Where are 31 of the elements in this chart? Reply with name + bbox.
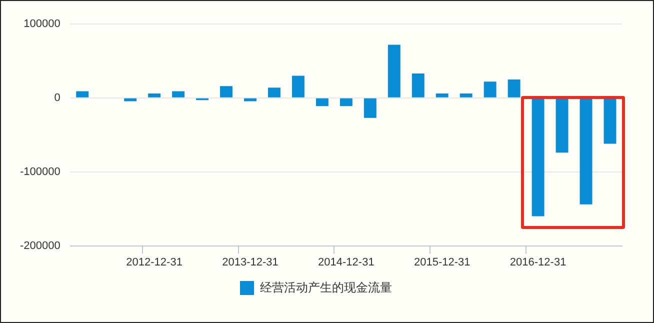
bar	[388, 44, 400, 98]
bar	[76, 91, 89, 98]
x-tick-label: 2013-12-31	[222, 256, 278, 268]
x-tick-label: 2012-12-31	[126, 256, 182, 268]
y-tick-label: -200000	[20, 240, 60, 252]
bar	[580, 98, 592, 204]
bar	[556, 98, 568, 153]
bar	[604, 98, 616, 144]
bar	[292, 76, 304, 98]
bar	[316, 98, 328, 106]
bar	[508, 79, 520, 98]
x-tick-label: 2016-12-31	[510, 256, 566, 268]
x-tick-label: 2015-12-31	[414, 256, 470, 268]
bar	[340, 98, 352, 106]
bar	[412, 74, 424, 98]
y-tick-label: 100000	[24, 18, 60, 30]
bar	[532, 98, 544, 216]
bar	[244, 98, 256, 102]
bar	[148, 94, 161, 98]
y-tick-label: 0	[54, 92, 60, 104]
x-tick-label: 2014-12-31	[318, 256, 374, 268]
bar	[124, 98, 137, 102]
bar	[172, 91, 185, 98]
bar	[460, 94, 472, 98]
bar	[268, 88, 280, 98]
legend-label: 经营活动产生的现金流量	[260, 280, 392, 294]
y-tick-label: -100000	[20, 166, 60, 178]
bar	[220, 86, 232, 98]
bar	[436, 94, 448, 98]
bar	[484, 82, 496, 98]
bar	[364, 98, 376, 118]
